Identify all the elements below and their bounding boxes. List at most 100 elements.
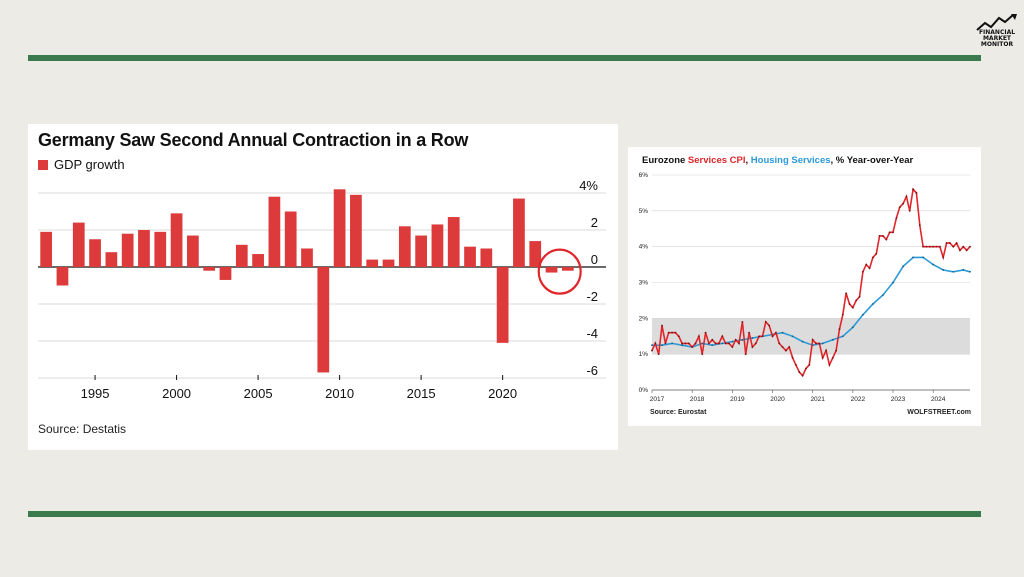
gdp-bar [187, 235, 199, 267]
housing-services-point [721, 342, 724, 345]
gdp-bar [268, 196, 281, 267]
services-cpi-point [771, 335, 774, 338]
cpi-title-suffix: , % Year-over-Year [830, 155, 914, 166]
services-cpi-point [687, 342, 690, 345]
services-cpi-point [841, 313, 844, 316]
cpi-source: Source: Eurostat [650, 409, 707, 416]
services-cpi-point [718, 342, 720, 345]
services-cpi-point [711, 338, 714, 341]
gdp-bar [366, 259, 379, 267]
cpi-title-housing: Housing Services [750, 155, 831, 166]
services-cpi-point [955, 242, 958, 244]
gdp-bar [464, 246, 476, 267]
gdp-bar [398, 226, 411, 267]
services-cpi-point [959, 249, 961, 252]
gdp-bar [203, 267, 216, 271]
services-cpi-point [872, 256, 874, 259]
services-cpi-point [878, 235, 881, 237]
services-cpi-point [684, 342, 687, 345]
housing-services-point [912, 256, 914, 259]
services-cpi-point [671, 331, 673, 334]
services-cpi-point [774, 331, 777, 334]
y-tick-label: 4% [639, 244, 649, 251]
services-cpi-point [932, 245, 935, 248]
services-cpi-point [922, 245, 925, 248]
gdp-bar [561, 267, 574, 271]
x-tick-label: 2020 [770, 396, 785, 403]
services-cpi-point [925, 245, 928, 248]
services-cpi-point [938, 245, 941, 248]
services-cpi-point [949, 242, 951, 244]
y-tick-label: 0 [591, 252, 598, 267]
gdp-bar [219, 267, 232, 280]
cpi-chart-card: Eurozone Services CPI, Housing Services,… [628, 147, 981, 426]
y-tick-label: -6 [586, 363, 598, 378]
services-cpi-point [928, 245, 931, 248]
x-tick-label: 2020 [488, 386, 517, 401]
housing-services-point [969, 270, 971, 273]
housing-services-point [701, 342, 704, 345]
housing-services-point [942, 269, 945, 271]
services-cpi-point [788, 346, 791, 348]
services-cpi-point [697, 335, 700, 338]
services-cpi-point [761, 335, 764, 338]
gdp-bar [529, 241, 542, 267]
gdp-bar [235, 244, 248, 267]
services-cpi-point [801, 374, 804, 377]
services-cpi-point [821, 356, 824, 359]
services-cpi-point [898, 206, 901, 209]
gdp-source: Source: Destatis [38, 422, 127, 436]
gdp-bar [350, 194, 362, 267]
housing-services-point [962, 269, 965, 271]
services-cpi-point [825, 349, 827, 352]
rising-chart-logo-icon: FINANCIAL MARKET MONITOR [976, 14, 1017, 48]
housing-services-point [751, 337, 754, 339]
x-tick-label: 2023 [891, 396, 906, 403]
services-cpi-point [905, 195, 908, 198]
x-tick-label: 2000 [162, 386, 191, 401]
cpi-title-prefix: Eurozone [642, 155, 688, 166]
services-cpi-point [815, 342, 817, 345]
logo-text-line-2: MARKET [983, 35, 1012, 42]
services-cpi-point [835, 349, 838, 352]
gdp-bar [382, 259, 395, 267]
services-cpi-point [721, 335, 724, 338]
services-cpi-point [811, 338, 814, 341]
gdp-bar [513, 198, 525, 267]
housing-services-point [952, 270, 955, 273]
housing-services-point [741, 338, 744, 341]
services-cpi-point [888, 231, 891, 234]
x-tick-label: 2024 [931, 396, 946, 403]
services-cpi-point [945, 242, 948, 244]
circle-annotation [537, 248, 582, 295]
x-tick-label: 2018 [690, 396, 705, 403]
services-cpi-point [728, 342, 730, 345]
services-cpi-point [831, 356, 834, 359]
gdp-bar [301, 248, 313, 267]
services-cpi-point [838, 328, 841, 330]
services-cpi-point [667, 331, 670, 334]
services-cpi-point [795, 364, 797, 366]
services-cpi-point [781, 346, 784, 348]
gdp-bar [170, 213, 183, 267]
y-tick-label: 3% [639, 280, 649, 287]
services-cpi-point [734, 338, 737, 341]
gdp-bar [415, 235, 427, 267]
housing-services-point [681, 344, 684, 347]
services-cpi-point [751, 346, 754, 348]
cpi-title-separator: , [745, 155, 751, 166]
services-cpi-point [818, 342, 821, 345]
services-cpi-point [828, 364, 831, 366]
services-cpi-point [805, 367, 807, 370]
x-tick-label: 2019 [730, 396, 745, 403]
services-cpi-point [875, 252, 878, 255]
gdp-bar [89, 239, 101, 267]
housing-services-point [801, 340, 804, 343]
gdp-bar [431, 224, 444, 267]
housing-services-point [932, 263, 935, 266]
services-cpi-point [808, 364, 811, 366]
services-cpi-point [895, 217, 898, 219]
top-divider [28, 55, 981, 61]
y-tick-label: 6% [639, 172, 649, 179]
housing-services-point [851, 326, 854, 329]
